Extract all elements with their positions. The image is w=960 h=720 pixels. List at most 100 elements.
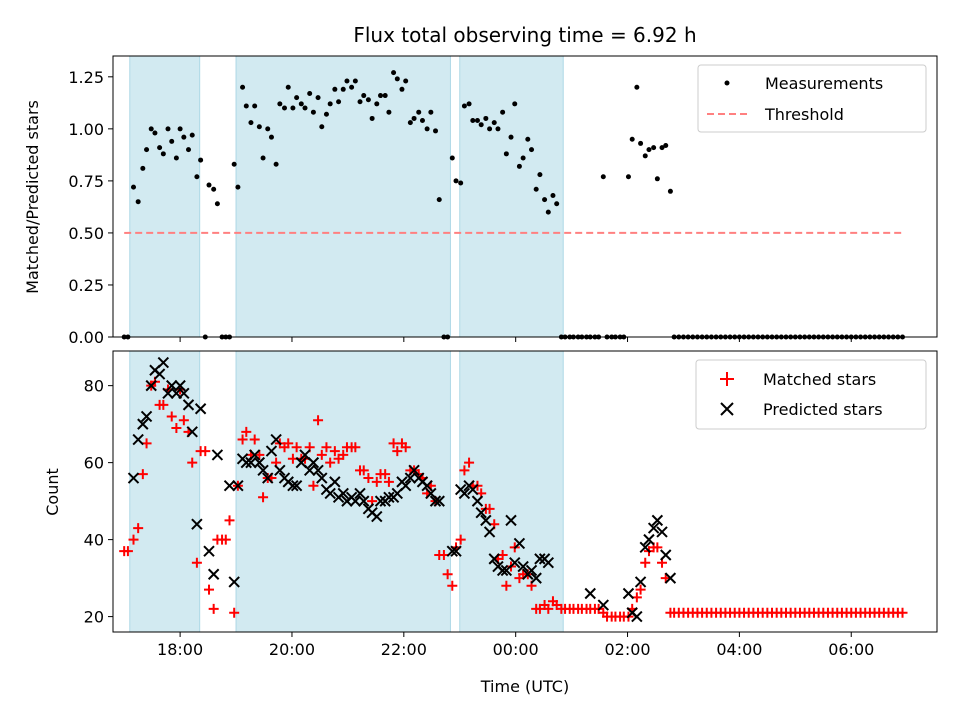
predicted-star-point	[488, 553, 500, 565]
predicted-star-point	[584, 587, 596, 600]
measurement-point	[214, 201, 220, 207]
measurement-point	[525, 136, 531, 142]
predicted-star-point	[312, 464, 324, 477]
measurement-point	[466, 101, 472, 107]
measurement-point	[600, 174, 606, 180]
measurement-point	[302, 105, 308, 111]
matched-star-point	[388, 438, 399, 449]
measurement-point	[165, 126, 171, 132]
measurement-point	[285, 84, 291, 90]
y-tick-label: 1.25	[68, 68, 104, 87]
predicted-star-point	[525, 564, 538, 577]
measurement-point	[365, 97, 371, 103]
predicted-star-point	[371, 510, 383, 523]
measurement-point	[252, 103, 258, 109]
predicted-star-point	[383, 491, 395, 503]
measurement-point	[638, 140, 644, 146]
matched-star-point	[371, 476, 382, 487]
shaded-interval-2	[459, 55, 564, 338]
matched-star-point	[220, 534, 231, 545]
matched-star-point	[635, 584, 646, 595]
measurement-point	[394, 76, 400, 82]
predicted-star-point	[211, 449, 224, 461]
predicted-star-point	[153, 368, 166, 380]
shaded-interval-1	[235, 350, 451, 633]
measurement-point	[194, 174, 200, 180]
matched-star-point	[258, 492, 269, 503]
matched-star-point	[640, 557, 651, 568]
predicted-star-point	[257, 464, 269, 477]
predicted-star-point	[643, 533, 655, 546]
predicted-star-point	[399, 480, 412, 492]
measurement-point	[277, 101, 283, 107]
measurement-point	[181, 134, 187, 140]
predicted-star-point	[262, 472, 274, 484]
x-tick-label: 02:00	[604, 640, 650, 659]
measurement-point	[508, 134, 514, 140]
predicted-star-point	[324, 487, 336, 500]
matched-star-point	[158, 399, 169, 410]
measurement-point	[369, 115, 375, 121]
predicted-star-point	[475, 506, 487, 519]
measurement-point	[663, 143, 669, 149]
measurement-point	[189, 132, 195, 138]
predicted-star-point	[253, 456, 266, 469]
measurement-point	[198, 157, 204, 163]
measurement-point	[160, 151, 166, 157]
measurement-point	[495, 126, 501, 132]
predicted-star-point	[270, 433, 282, 446]
predicted-star-point	[505, 514, 517, 527]
predicted-star-point	[597, 599, 610, 611]
predicted-star-point	[467, 483, 479, 496]
measurement-point	[243, 103, 249, 109]
predicted-star-point	[647, 522, 660, 534]
measurement-point	[500, 109, 506, 115]
measurement-point	[340, 86, 346, 92]
predicted-star-point	[337, 487, 349, 500]
measurement-point	[148, 126, 154, 132]
top-y-axis-title: Matched/Predicted stars	[23, 100, 42, 294]
measurement-point	[240, 84, 246, 90]
chart-title: Flux total observing time = 6.92 h	[353, 23, 696, 47]
legend-threshold-label: Threshold	[764, 105, 844, 124]
shaded-interval-0	[129, 55, 201, 338]
predicted-star-point	[166, 379, 178, 392]
measurement-point	[357, 99, 363, 105]
measurement-point	[265, 126, 271, 132]
measurement-point	[268, 134, 274, 140]
legend-bottom-box	[695, 359, 927, 430]
measurement-point	[542, 197, 548, 203]
predicted-star-point	[631, 610, 643, 623]
predicted-star-point	[480, 514, 492, 527]
measurement-point	[327, 101, 333, 107]
predicted-star-point	[265, 445, 278, 457]
predicted-star-point	[354, 487, 366, 500]
legend-matched-marker	[720, 372, 734, 386]
measurement-point	[332, 86, 338, 92]
measurement-point	[135, 199, 141, 205]
measurement-point	[323, 111, 329, 117]
measurement-point	[382, 93, 388, 99]
shaded-interval-1	[235, 55, 451, 338]
predicted-star-point	[127, 472, 140, 484]
matched-star-point	[283, 438, 294, 449]
predicted-star-point	[651, 514, 664, 527]
matched-star-point	[652, 542, 663, 553]
predicted-star-point	[194, 403, 207, 415]
predicted-star-point	[634, 576, 647, 588]
predicted-star-point	[145, 379, 157, 392]
measurement-point	[554, 201, 560, 207]
y-tick-label: 1.00	[68, 120, 104, 139]
measurement-point	[399, 86, 405, 92]
matched-star-point	[455, 534, 466, 545]
measurement-point	[298, 101, 304, 107]
matched-star-point	[249, 434, 260, 445]
measurement-point	[651, 145, 657, 151]
predicted-star-point	[429, 495, 442, 507]
predicted-star-point	[207, 568, 220, 580]
matched-star-point	[380, 469, 391, 480]
measurement-point	[336, 99, 342, 105]
predicted-star-point	[404, 472, 417, 484]
measurement-point	[503, 151, 509, 157]
x-tick-label: 00:00	[493, 640, 539, 659]
